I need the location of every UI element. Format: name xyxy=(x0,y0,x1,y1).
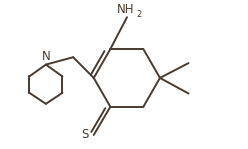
Text: N: N xyxy=(41,50,50,63)
Text: NH: NH xyxy=(117,3,134,17)
Text: S: S xyxy=(81,128,88,141)
Text: 2: 2 xyxy=(136,10,142,20)
